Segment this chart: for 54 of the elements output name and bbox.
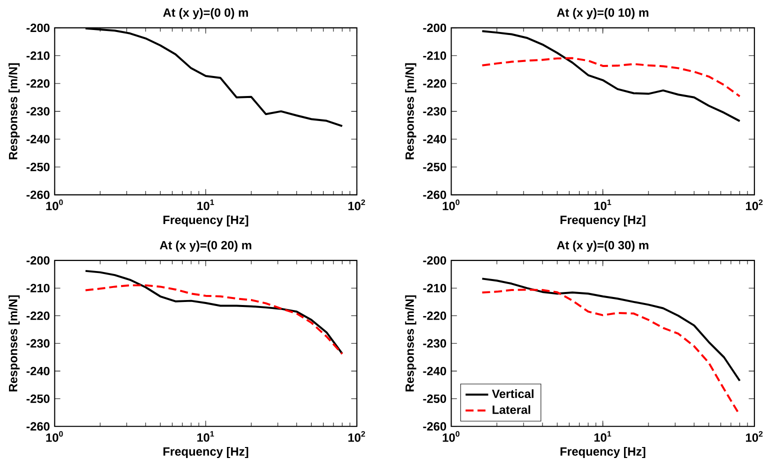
x-tick-label: 10$^{1}$ <box>197 431 214 442</box>
chart-title: At (x y)=(0 20) m <box>160 240 252 252</box>
x-tick-label: 10$^{0}$ <box>46 199 63 210</box>
y-axis-title: Responses [m/N] <box>405 63 416 160</box>
y-axis-title: Responses [m/N] <box>8 63 20 160</box>
x-tick-label: 10$^{2}$ <box>746 199 763 210</box>
chart-title: At (x y)=(0 30) m <box>556 240 648 252</box>
y-tick-label: -210 <box>26 51 50 60</box>
y-tick-label: -220 <box>26 311 50 320</box>
x-tick-label: 10$^{1}$ <box>594 199 612 210</box>
x-tick-label: 10$^{0}$ <box>442 199 460 210</box>
y-tick-label: -250 <box>26 394 50 403</box>
chart-title: At (x y)=(0 10) m <box>556 8 648 20</box>
x-tick-label: 10$^{2}$ <box>348 199 366 210</box>
y-tick-label: -230 <box>26 107 50 116</box>
y-tick-label: -250 <box>423 394 446 403</box>
x-tick-label: 10$^{0}$ <box>46 431 63 442</box>
y-tick-label: -240 <box>26 366 50 376</box>
chart-title: At (x y)=(0 0) m <box>163 8 248 20</box>
x-axis-title: Frequency [Hz] <box>560 446 646 458</box>
legend-label: Vertical <box>492 389 534 398</box>
y-tick-label: -230 <box>423 107 446 116</box>
y-tick-label: -210 <box>26 284 50 292</box>
y-tick-label: -260 <box>26 422 50 431</box>
y-tick-label: -200 <box>423 24 446 32</box>
x-axis-title: Frequency [Hz] <box>163 215 248 226</box>
x-tick-label: 10$^{0}$ <box>442 431 460 442</box>
x-tick-label: 10$^{2}$ <box>746 431 763 442</box>
y-tick-label: -230 <box>26 339 50 348</box>
y-tick-label: -260 <box>26 190 50 199</box>
x-tick-label: 10$^{1}$ <box>594 431 612 442</box>
x-axis-title: Frequency [Hz] <box>163 446 248 458</box>
y-tick-label: -240 <box>26 134 50 144</box>
y-tick-label: -210 <box>423 284 446 292</box>
x-tick-label: 10$^{1}$ <box>197 199 214 210</box>
y-tick-label: -210 <box>423 51 446 60</box>
x-axis-title: Frequency [Hz] <box>560 215 646 226</box>
legend-label: Lateral <box>492 405 530 414</box>
y-tick-label: -200 <box>26 256 50 265</box>
y-tick-label: -260 <box>423 190 446 199</box>
y-tick-label: -240 <box>423 134 446 144</box>
y-tick-label: -220 <box>423 79 446 88</box>
y-axis-title: Responses [m/N] <box>8 295 20 392</box>
y-tick-label: -200 <box>423 256 446 265</box>
y-tick-label: -200 <box>26 24 50 32</box>
y-tick-label: -220 <box>26 79 50 88</box>
y-tick-label: -220 <box>423 311 446 320</box>
x-tick-label: 10$^{2}$ <box>348 431 366 442</box>
y-tick-label: -250 <box>423 162 446 172</box>
y-axis-title: Responses [m/N] <box>405 295 416 392</box>
y-tick-label: -260 <box>423 422 446 431</box>
y-tick-label: -240 <box>423 366 446 376</box>
y-tick-label: -230 <box>423 339 446 348</box>
y-tick-label: -250 <box>26 162 50 172</box>
